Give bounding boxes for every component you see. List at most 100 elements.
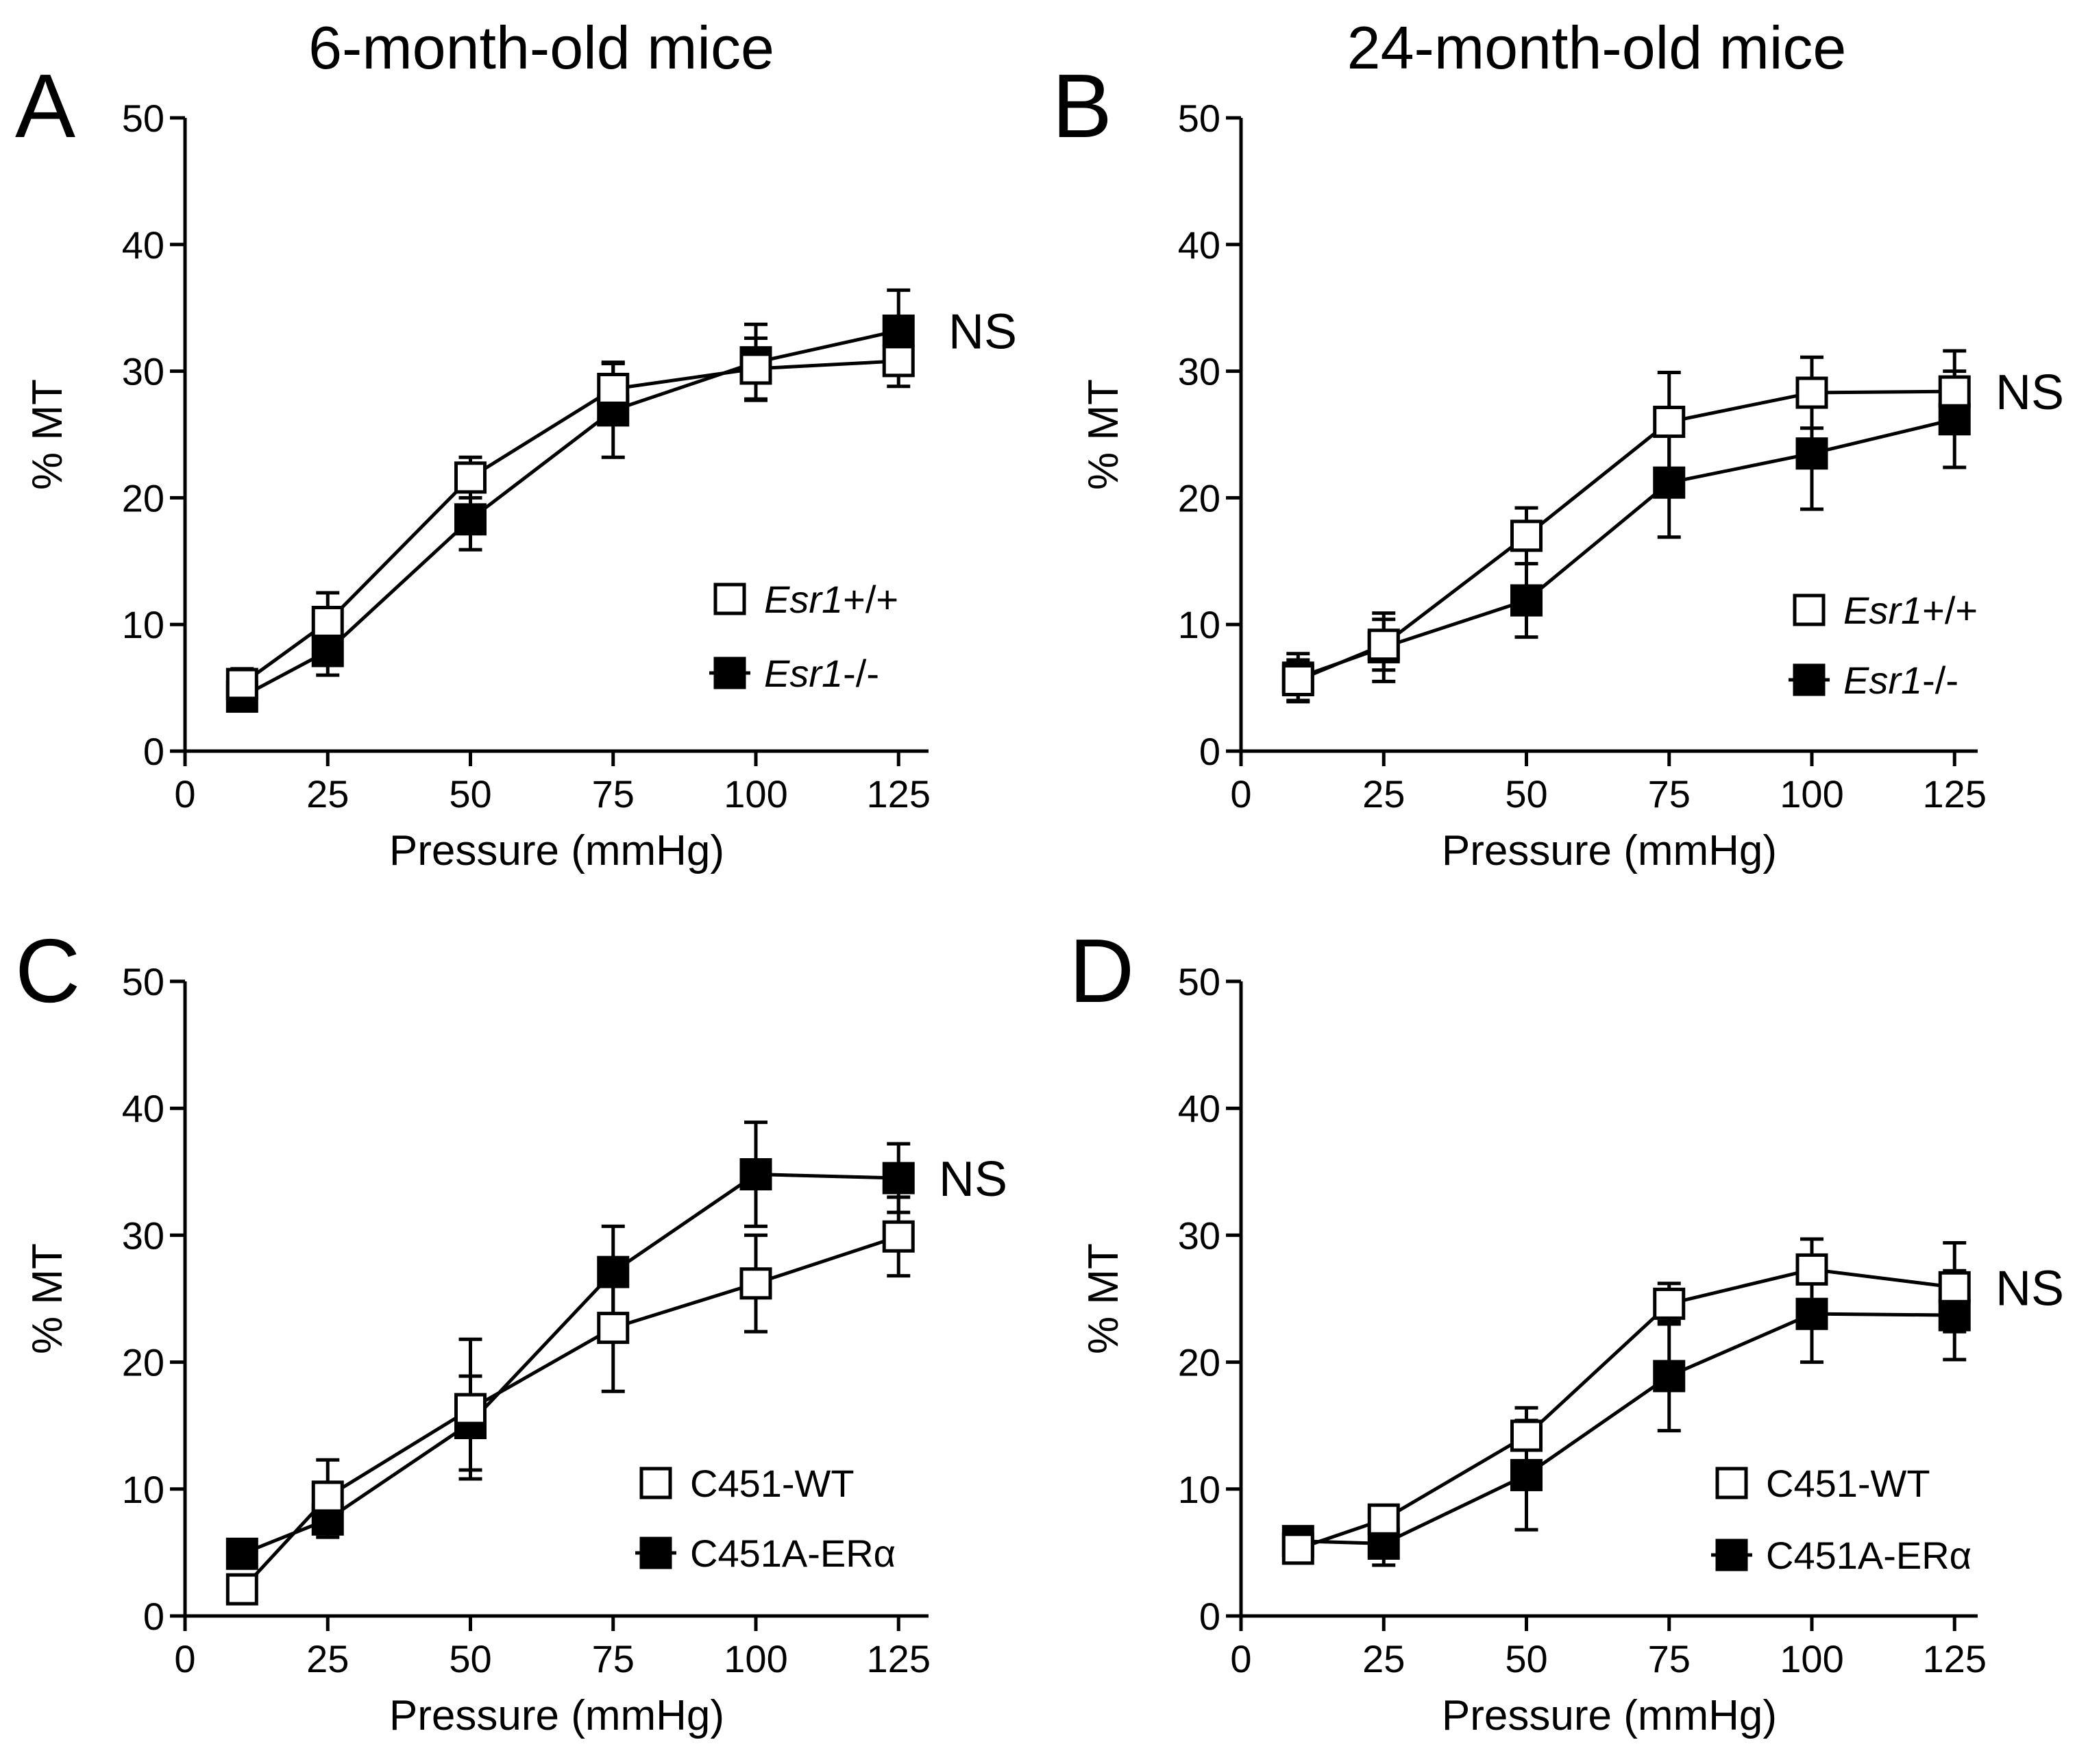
- legend-entry: C451-WT: [639, 1462, 855, 1505]
- y-tick-label: 40: [122, 223, 164, 267]
- x-tick-label: 25: [1362, 1637, 1405, 1680]
- data-point: [597, 372, 630, 405]
- legend-label: Esr1-/-: [1843, 659, 1958, 702]
- legend-filled-square: [639, 1536, 672, 1569]
- chart-panel-d: D 0 10 20 30 40 50 0 25 50 75 100 125 Pressure (mmHg)…: [1069, 920, 2064, 1739]
- data-point: [225, 667, 258, 700]
- x-tick-label: 75: [1648, 772, 1691, 816]
- x-tick-label: 0: [1230, 772, 1251, 816]
- data-point: [1510, 584, 1543, 617]
- data-point: [739, 352, 772, 385]
- data-point: [311, 1480, 344, 1513]
- y-tick-label: 30: [1178, 1214, 1220, 1257]
- x-tick-label: 0: [174, 772, 195, 816]
- data-point: [1795, 437, 1828, 470]
- y-axis-label: % MT: [1080, 379, 1127, 490]
- ns-annotation: NS: [948, 304, 1017, 359]
- x-tick-label: 50: [1505, 772, 1547, 816]
- x-axis-label: Pressure (mmHg): [389, 827, 724, 874]
- legend-open-square: [1793, 593, 1826, 626]
- data-point: [1938, 1271, 1971, 1303]
- legend-entry: C451A-ERα: [1711, 1534, 1972, 1577]
- x-axis-label: Pressure (mmHg): [389, 1692, 724, 1739]
- legend-label: Esr1-/-: [764, 652, 879, 695]
- legend-open-square: [1715, 1467, 1748, 1499]
- data-point: [1510, 519, 1543, 552]
- y-tick-label: 30: [122, 1214, 164, 1257]
- data-point: [1367, 628, 1400, 661]
- x-tick-label: 125: [867, 772, 931, 816]
- panel-letter: C: [15, 920, 80, 1021]
- column-title-right: 24-month-old mice: [1347, 14, 1847, 82]
- x-tick-label: 50: [1505, 1637, 1547, 1680]
- x-tick-label: 100: [724, 772, 787, 816]
- legend-filled-square: [1793, 663, 1826, 696]
- panel-letter: A: [15, 56, 75, 156]
- y-tick-label: 30: [122, 350, 164, 393]
- data-point: [1367, 1503, 1400, 1536]
- data-point: [454, 1393, 487, 1425]
- legend-label: Esr1+/+: [1843, 589, 1978, 632]
- chart-panel-b: B 0 10 20 30 40 50 0 25 50 75 100 125 Pressure (mmHg)…: [1052, 56, 2064, 874]
- data-point: [739, 1158, 772, 1191]
- legend-label: Esr1+/+: [764, 578, 898, 621]
- data-point: [1795, 376, 1828, 409]
- series-0: [1281, 1237, 1971, 1565]
- y-tick-label: 0: [1199, 1595, 1220, 1638]
- y-tick-label: 30: [1178, 350, 1220, 393]
- legend-entry: C451-WT: [1715, 1462, 1930, 1505]
- data-point: [1281, 1532, 1314, 1565]
- data-point: [1795, 1253, 1828, 1286]
- legend-entry: C451A-ERα: [635, 1532, 896, 1575]
- legend-entry: Esr1+/+: [1793, 589, 1978, 632]
- y-axis-label: % MT: [24, 1243, 71, 1354]
- x-tick-label: 100: [1780, 772, 1843, 816]
- data-point: [882, 1162, 915, 1195]
- ns-annotation: NS: [939, 1152, 1007, 1207]
- series-0: [225, 1195, 915, 1606]
- data-point: [1510, 1419, 1543, 1452]
- data-point: [1938, 375, 1971, 408]
- y-tick-label: 10: [1178, 603, 1220, 646]
- legend-label: C451-WT: [1766, 1462, 1930, 1505]
- legend-label: C451A-ERα: [690, 1532, 896, 1575]
- column-title-left: 6-month-old mice: [308, 14, 774, 82]
- data-point: [454, 461, 487, 494]
- x-tick-label: 100: [724, 1637, 787, 1680]
- series-0: [1281, 349, 1971, 702]
- y-tick-label: 50: [1178, 97, 1220, 140]
- ns-annotation: NS: [1995, 365, 2064, 420]
- legend-open-square: [713, 583, 746, 615]
- y-tick-label: 50: [1178, 960, 1220, 1003]
- y-tick-label: 10: [1178, 1468, 1220, 1511]
- y-tick-label: 0: [143, 1595, 164, 1638]
- y-tick-label: 50: [122, 960, 164, 1003]
- y-tick-label: 40: [1178, 1087, 1220, 1130]
- x-tick-label: 50: [449, 1637, 491, 1680]
- legend-entry: Esr1+/+: [713, 578, 898, 621]
- panel-letter: B: [1052, 56, 1112, 156]
- chart-panel-c: C 0 10 20 30 40 50 0 25 50 75 100 125 Pressure (mmHg)…: [15, 920, 1007, 1739]
- y-tick-label: 20: [122, 476, 164, 519]
- x-tick-label: 25: [1362, 772, 1405, 816]
- data-point: [1653, 1287, 1686, 1320]
- panel-letter: D: [1069, 920, 1134, 1021]
- data-point: [739, 1267, 772, 1300]
- data-point: [311, 606, 344, 639]
- legend-label: C451-WT: [690, 1462, 855, 1505]
- x-tick-label: 0: [1230, 1637, 1251, 1680]
- y-tick-label: 0: [143, 730, 164, 773]
- legend-entry: Esr1-/-: [1789, 659, 1958, 702]
- series-0: [225, 334, 915, 701]
- x-tick-label: 125: [1923, 1637, 1987, 1680]
- data-point: [1653, 1360, 1686, 1393]
- legend-open-square: [639, 1467, 672, 1499]
- data-point: [225, 1573, 258, 1606]
- legend-filled-square: [713, 657, 746, 689]
- data-point: [597, 1312, 630, 1345]
- y-tick-label: 40: [1178, 223, 1220, 267]
- x-tick-label: 100: [1780, 1637, 1843, 1680]
- data-point: [882, 1220, 915, 1253]
